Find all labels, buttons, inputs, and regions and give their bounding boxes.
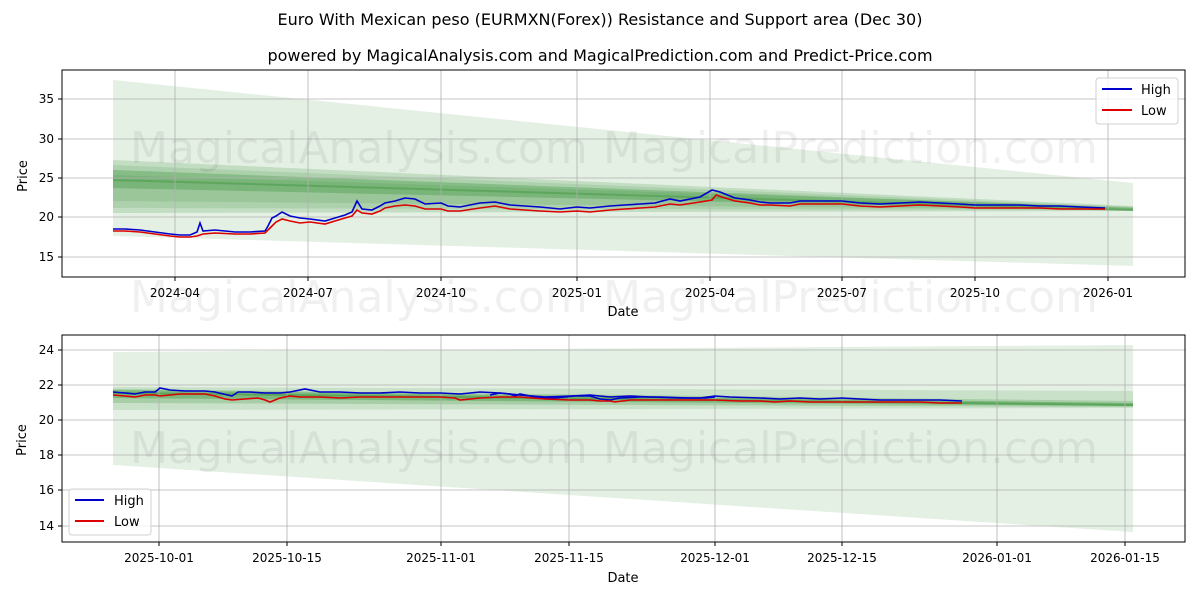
legend-high-label: High [1141,83,1171,98]
top-y-ticks [58,98,62,258]
bottom-high-line [112,387,963,402]
bottom-x-ticks [158,542,1126,546]
y-axis-label: Price [15,424,30,456]
bottom-chart: MagicalAnalysis.com MagicalPrediction.co… [15,334,1186,586]
y-tick-label: 18 [39,448,54,462]
x-tick-label: 2025-10-01 [124,551,194,565]
y-tick-label: 25 [39,171,54,185]
y-tick-label: 22 [39,378,54,392]
x-tick-label: 2026-01 [1083,286,1133,300]
x-tick-label: 2025-10 [950,286,1000,300]
bottom-low-line [112,393,962,404]
top-axes-frame [61,69,1186,278]
chart-title: Euro With Mexican peso (EURMXN(Forex)) R… [277,10,923,29]
top-band-inner [113,170,1133,211]
y-tick-label: 30 [39,132,54,146]
watermark: MagicalAnalysis.com [130,272,588,323]
bottom-band-outer [113,345,1133,532]
y-tick-label: 24 [39,343,54,357]
top-band-middle-3 [113,175,1133,210]
x-tick-label: 2024-07 [283,286,333,300]
legend-low-label: Low [114,515,140,530]
x-tick-label: 2025-04 [685,286,735,300]
x-axis-label: Date [607,305,638,320]
legend-low-label: Low [1141,104,1167,119]
x-tick-label: 2026-01-15 [1090,551,1160,565]
x-tick-label: 2025-07 [817,286,867,300]
x-axis-label: Date [607,571,638,586]
top-low-line [113,194,1105,238]
bottom-legend: High Low [68,488,152,536]
y-tick-label: 16 [39,483,54,497]
y-tick-label: 20 [39,210,54,224]
y-axis-label: Price [16,160,31,192]
top-chart: MagicalAnalysis.com MagicalPrediction.co… [16,69,1186,323]
y-tick-label: 14 [39,519,54,533]
x-tick-label: 2024-04 [150,286,200,300]
top-band-middle-2 [113,165,1133,210]
y-tick-label: 20 [39,413,54,427]
bottom-grid [62,335,1185,542]
x-tick-label: 2025-10-15 [252,551,322,565]
watermark: MagicalPrediction.com [603,272,1098,323]
y-tick-label: 15 [39,250,54,264]
watermark: MagicalPrediction.com [603,123,1098,174]
bottom-band-centerline [112,392,1134,406]
watermark: MagicalAnalysis.com [130,123,588,174]
bottom-axes-frame [61,334,1186,543]
x-tick-label: 2025-12-15 [807,551,877,565]
top-high-line [113,189,1106,236]
top-grid [62,70,1185,277]
top-x-ticks [174,277,1109,281]
top-band-middle [113,160,1133,213]
x-tick-label: 2024-10 [416,286,466,300]
watermark: MagicalAnalysis.com [130,423,588,474]
x-tick-label: 2025-12-01 [680,551,750,565]
x-tick-label: 2025-01 [552,286,602,300]
legend-high-label: High [114,494,144,509]
y-tick-label: 35 [39,92,54,106]
top-bands [112,80,1134,266]
x-tick-label: 2026-01-01 [962,551,1032,565]
top-band-outer [113,80,1133,266]
chart-subtitle: powered by MagicalAnalysis.com and Magic… [267,46,933,65]
x-tick-label: 2025-11-01 [406,551,476,565]
watermark: MagicalPrediction.com [603,423,1098,474]
bottom-high-line-detail [489,392,716,401]
x-tick-label: 2025-11-15 [534,551,604,565]
bottom-y-ticks [58,349,62,527]
top-legend: High Low [1095,77,1179,125]
